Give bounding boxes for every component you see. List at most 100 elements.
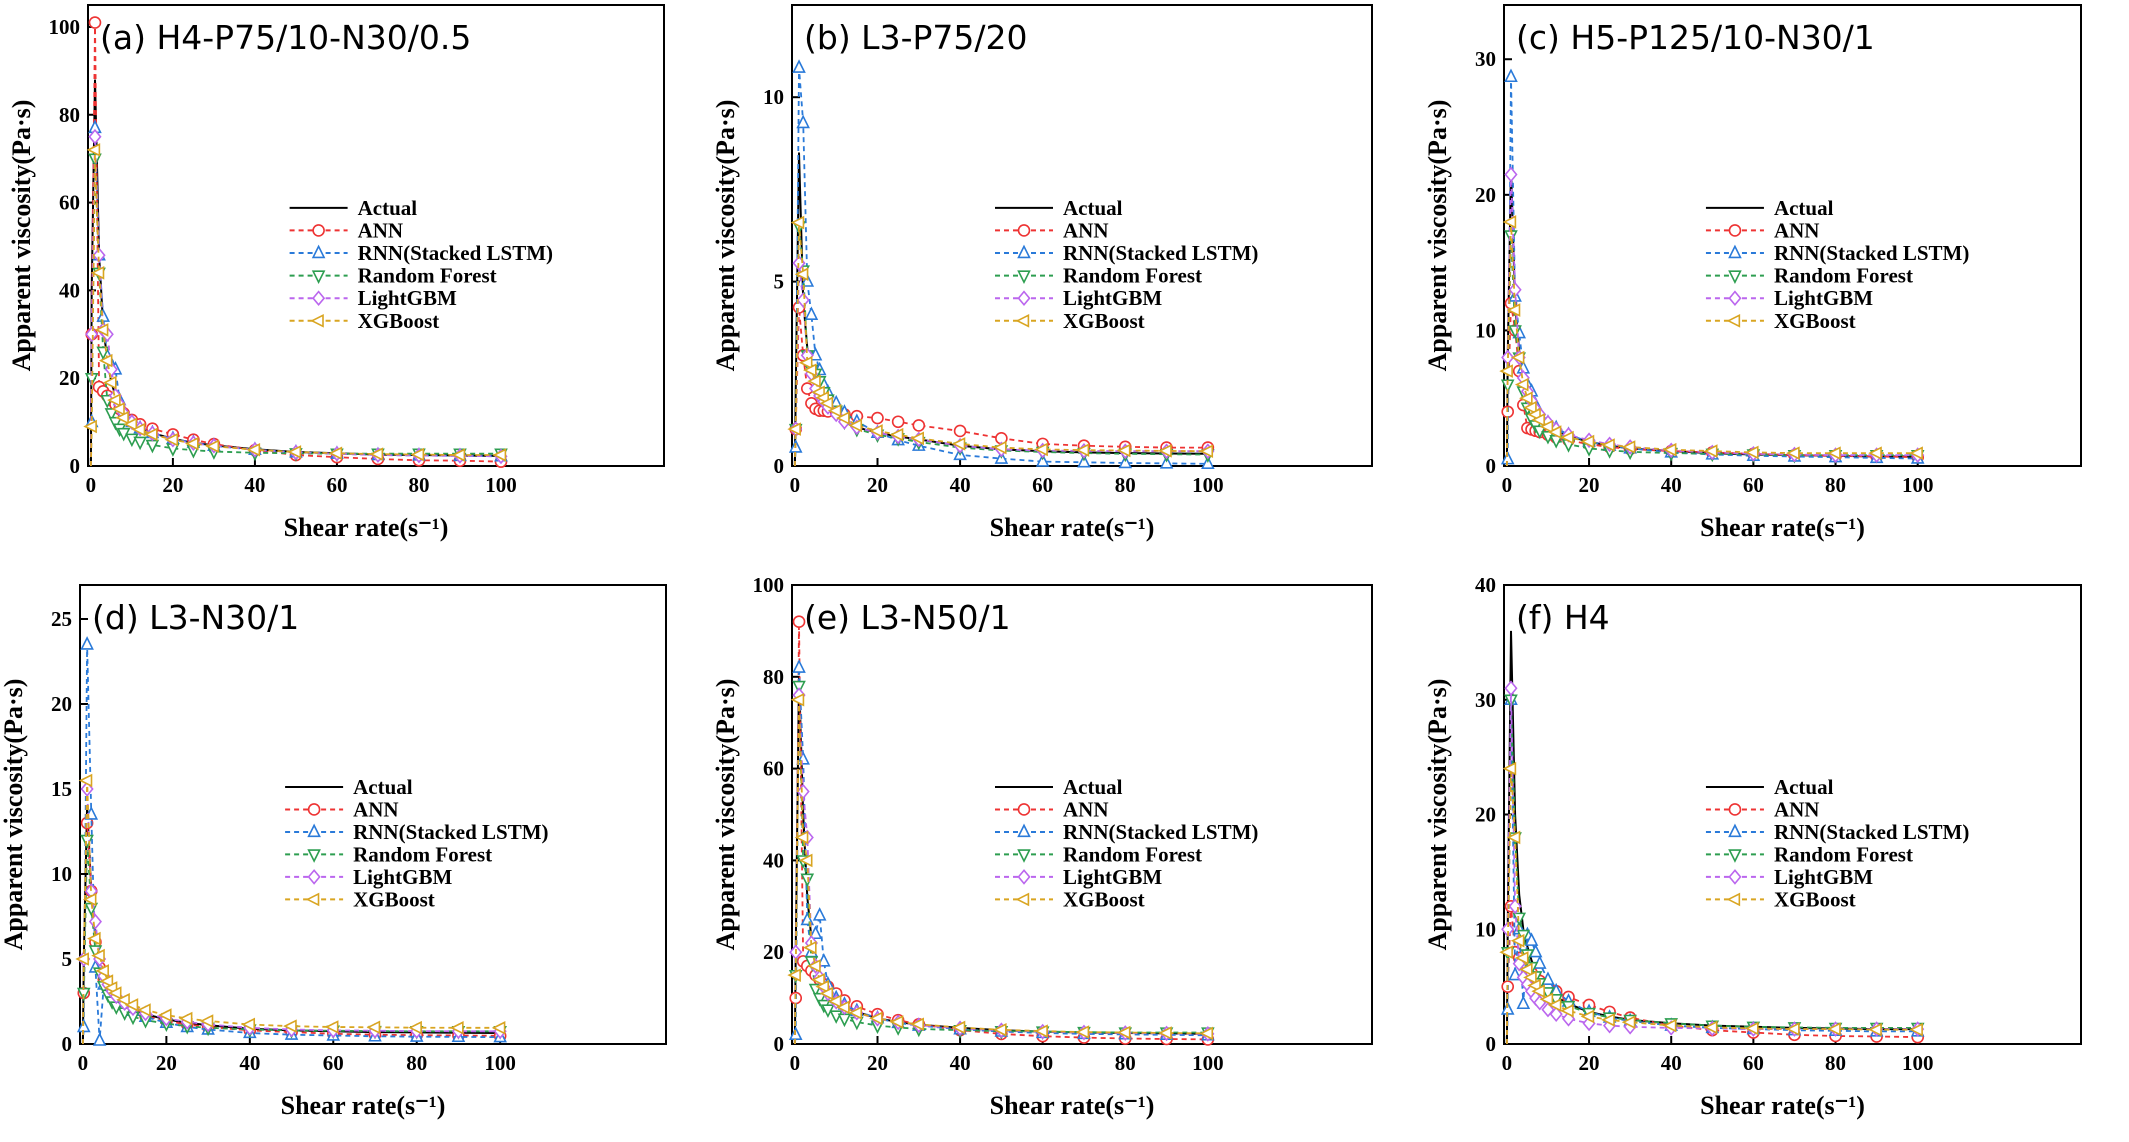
x-tick-label: 80 <box>1115 473 1136 497</box>
data-point <box>1158 444 1172 458</box>
legend-item: ANN <box>1705 797 1819 821</box>
y-axis-label: Apparent viscosity(Pa·s) <box>7 100 36 372</box>
data-point <box>246 442 261 457</box>
data-point <box>1601 438 1615 452</box>
legend-item: RNN(Stacked LSTM) <box>1705 241 1969 265</box>
legend-item: Random Forest <box>285 842 492 866</box>
chart-panel-4: 0 20 40 60 80 100 0 20 40 60 80 100 Shear rate(s⁻¹) A… <box>711 573 1373 1120</box>
legend-label: XGBoost <box>1774 887 1856 911</box>
legend-item: ANN <box>285 797 399 821</box>
series-line <box>90 158 501 467</box>
data-point <box>102 375 117 390</box>
y-tick-label: 0 <box>62 1032 73 1056</box>
data-point <box>912 419 926 432</box>
legend-label: ANN <box>1774 218 1820 242</box>
data-point <box>827 403 842 418</box>
x-tick-label: 0 <box>1502 473 1513 497</box>
data-point <box>803 363 817 377</box>
data-point <box>798 853 813 868</box>
chart-panel-0: 0 20 40 60 80 100 0 20 40 60 80 100 Shear rate(s⁻¹) A… <box>7 4 665 542</box>
data-point <box>871 411 884 425</box>
data-point <box>324 1020 339 1034</box>
x-tick-label: 80 <box>1825 473 1846 497</box>
data-point <box>811 972 825 987</box>
legend-marker <box>311 244 326 259</box>
x-tick-label: 0 <box>1502 1051 1513 1075</box>
x-tick-label: 0 <box>86 473 97 497</box>
x-axis-label: Shear rate(s⁻¹) <box>284 513 449 542</box>
legend-item: XGBoost <box>995 309 1145 333</box>
data-point <box>1621 440 1636 454</box>
data-point <box>1580 434 1595 449</box>
data-point <box>807 959 821 973</box>
y-tick-label: 40 <box>763 848 784 872</box>
data-point <box>328 446 343 461</box>
legend-item: Random Forest <box>1705 264 1913 288</box>
legend-item: ANN <box>1705 218 1820 242</box>
y-tick-label: 10 <box>51 862 72 886</box>
y-tick-label: 0 <box>1486 454 1497 478</box>
data-point <box>1116 1025 1131 1040</box>
data-point <box>1514 377 1529 392</box>
y-tick-label: 40 <box>1475 573 1496 597</box>
data-point <box>1703 444 1718 458</box>
data-point <box>94 323 109 337</box>
data-point <box>410 447 425 462</box>
y-tick-label: 15 <box>51 777 72 801</box>
series-xgboost <box>83 143 507 467</box>
legend-label: Actual <box>353 775 413 799</box>
legend-label: RNN(Stacked LSTM) <box>1774 241 1969 265</box>
series-lightgbm <box>1501 166 1925 467</box>
data-point <box>1510 350 1525 365</box>
data-point <box>891 415 905 429</box>
x-tick-label: 40 <box>1661 473 1682 497</box>
data-point <box>116 993 130 1007</box>
data-point <box>91 948 105 963</box>
y-tick-label: 80 <box>763 665 784 689</box>
legend-label: ANN <box>1063 218 1109 242</box>
y-tick-label: 80 <box>59 103 80 127</box>
y-tick-label: 100 <box>49 15 81 39</box>
x-axis-label: Shear rate(s⁻¹) <box>1700 513 1865 542</box>
legend-marker <box>1728 869 1742 885</box>
data-point <box>889 427 904 442</box>
data-point <box>75 952 89 966</box>
x-tick-label: 20 <box>162 473 183 497</box>
legend-marker <box>1017 803 1031 816</box>
legend-label: RNN(Stacked LSTM) <box>1774 820 1969 844</box>
data-point <box>369 447 384 461</box>
data-point <box>1868 1022 1882 1037</box>
legend-marker <box>1017 869 1031 885</box>
data-point <box>408 1020 422 1035</box>
data-point <box>815 979 830 994</box>
data-point <box>1662 442 1677 457</box>
x-tick-label: 80 <box>406 1051 427 1075</box>
legend-label: Actual <box>358 196 418 220</box>
series-line <box>1506 174 1918 467</box>
data-point <box>910 1017 924 1032</box>
data-point <box>82 892 97 907</box>
legend-label: ANN <box>358 218 404 242</box>
y-tick-label: 0 <box>774 1032 785 1056</box>
legend-item: RNN(Stacked LSTM) <box>289 241 553 265</box>
data-point <box>910 431 924 446</box>
y-axis-label: Apparent viscosity(Pa·s) <box>711 100 740 372</box>
y-axis-label: Apparent viscosity(Pa·s) <box>711 679 740 951</box>
data-point <box>796 114 810 129</box>
data-point <box>1158 1026 1172 1040</box>
data-point <box>1703 1020 1718 1035</box>
legend-item: RNN(Stacked LSTM) <box>285 820 549 844</box>
series-actual <box>1505 167 1918 467</box>
data-point <box>1035 453 1050 467</box>
series-ann <box>789 301 1215 467</box>
legend-label: Random Forest <box>1774 842 1913 866</box>
y-tick-label: 10 <box>763 85 784 109</box>
data-point <box>1541 1001 1555 1018</box>
legend-marker <box>1017 849 1031 863</box>
legend-marker <box>1017 270 1031 284</box>
x-tick-label: 40 <box>239 1051 260 1075</box>
data-point <box>792 615 806 629</box>
chart-panel-1: 0 20 40 60 80 100 0 5 10 Shear rate(s⁻¹) Apparent … <box>711 4 1373 542</box>
data-point <box>1516 995 1531 1010</box>
